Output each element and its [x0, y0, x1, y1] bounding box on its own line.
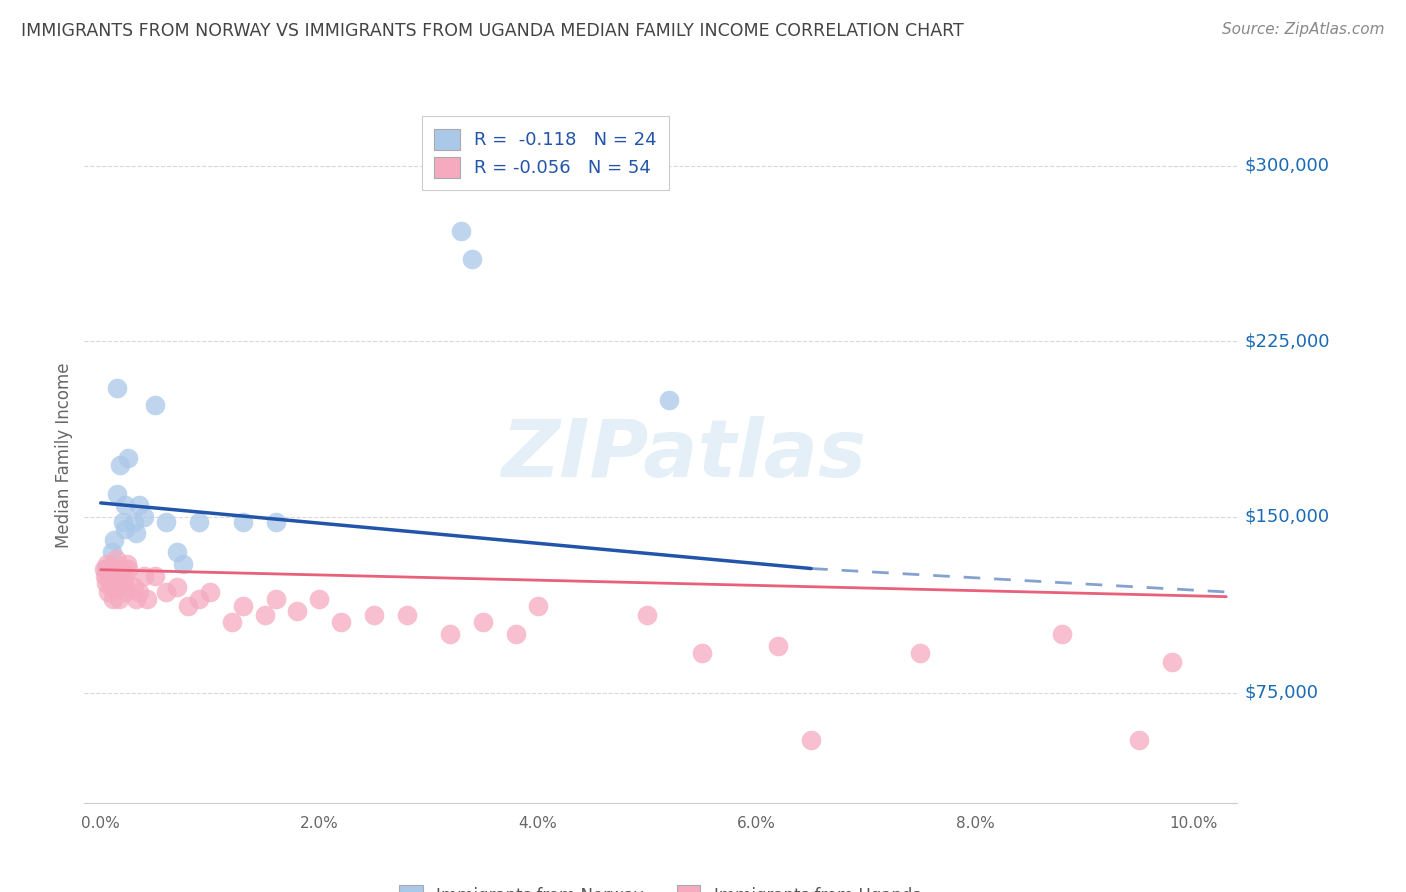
Point — [96, 557, 118, 571]
Legend: Immigrants from Norway, Immigrants from Uganda: Immigrants from Norway, Immigrants from … — [388, 874, 934, 892]
Text: $75,000: $75,000 — [1244, 683, 1319, 702]
Point — [93, 561, 115, 575]
Point — [232, 599, 254, 613]
Point — [115, 557, 138, 571]
Point — [155, 585, 177, 599]
Point — [253, 608, 276, 623]
Point — [800, 732, 823, 747]
Point — [103, 533, 125, 548]
Point — [97, 585, 120, 599]
Text: ZIPatlas: ZIPatlas — [502, 416, 866, 494]
Point — [910, 646, 932, 660]
Point — [122, 580, 145, 594]
Point — [308, 592, 330, 607]
Point — [134, 510, 156, 524]
Point — [105, 580, 128, 594]
Point — [94, 568, 117, 582]
Point — [363, 608, 385, 623]
Point — [114, 568, 136, 582]
Point — [188, 592, 211, 607]
Point — [232, 515, 254, 529]
Point — [105, 381, 128, 395]
Point — [330, 615, 353, 630]
Point — [111, 515, 134, 529]
Point — [110, 568, 132, 582]
Point — [172, 557, 194, 571]
Point — [1128, 732, 1150, 747]
Point — [636, 608, 658, 623]
Point — [114, 498, 136, 512]
Text: $225,000: $225,000 — [1244, 333, 1330, 351]
Y-axis label: Median Family Income: Median Family Income — [55, 362, 73, 548]
Point — [177, 599, 200, 613]
Point — [128, 585, 150, 599]
Point — [395, 608, 418, 623]
Text: $300,000: $300,000 — [1244, 157, 1329, 175]
Point — [107, 561, 129, 575]
Point — [1160, 655, 1182, 669]
Point — [135, 592, 157, 607]
Point — [505, 627, 527, 641]
Point — [98, 568, 121, 582]
Point — [658, 392, 681, 407]
Point — [105, 552, 128, 566]
Point — [108, 592, 131, 607]
Point — [115, 585, 138, 599]
Point — [117, 451, 139, 466]
Point — [221, 615, 243, 630]
Point — [134, 568, 156, 582]
Text: Source: ZipAtlas.com: Source: ZipAtlas.com — [1222, 22, 1385, 37]
Point — [264, 592, 287, 607]
Point — [122, 515, 145, 529]
Point — [264, 515, 287, 529]
Point — [472, 615, 495, 630]
Point — [101, 592, 124, 607]
Point — [145, 568, 167, 582]
Point — [105, 486, 128, 500]
Point — [100, 568, 122, 582]
Point — [439, 627, 461, 641]
Point — [198, 585, 221, 599]
Point — [155, 515, 177, 529]
Point — [461, 252, 484, 267]
Point — [100, 580, 122, 594]
Point — [104, 575, 127, 590]
Point — [125, 526, 148, 541]
Point — [112, 575, 135, 590]
Point — [768, 639, 790, 653]
Point — [166, 580, 188, 594]
Point — [117, 561, 139, 575]
Point — [96, 575, 118, 590]
Point — [111, 561, 134, 575]
Point — [103, 561, 125, 575]
Point — [527, 599, 550, 613]
Point — [287, 604, 309, 618]
Point — [100, 545, 122, 559]
Point — [166, 545, 188, 559]
Point — [128, 498, 150, 512]
Point — [450, 224, 472, 238]
Text: IMMIGRANTS FROM NORWAY VS IMMIGRANTS FROM UGANDA MEDIAN FAMILY INCOME CORRELATIO: IMMIGRANTS FROM NORWAY VS IMMIGRANTS FRO… — [21, 22, 965, 40]
Point — [96, 561, 118, 575]
Point — [114, 522, 136, 536]
Point — [188, 515, 211, 529]
Point — [145, 398, 167, 412]
Point — [125, 592, 148, 607]
Point — [1052, 627, 1074, 641]
Point — [690, 646, 713, 660]
Point — [110, 458, 132, 473]
Text: $150,000: $150,000 — [1244, 508, 1330, 526]
